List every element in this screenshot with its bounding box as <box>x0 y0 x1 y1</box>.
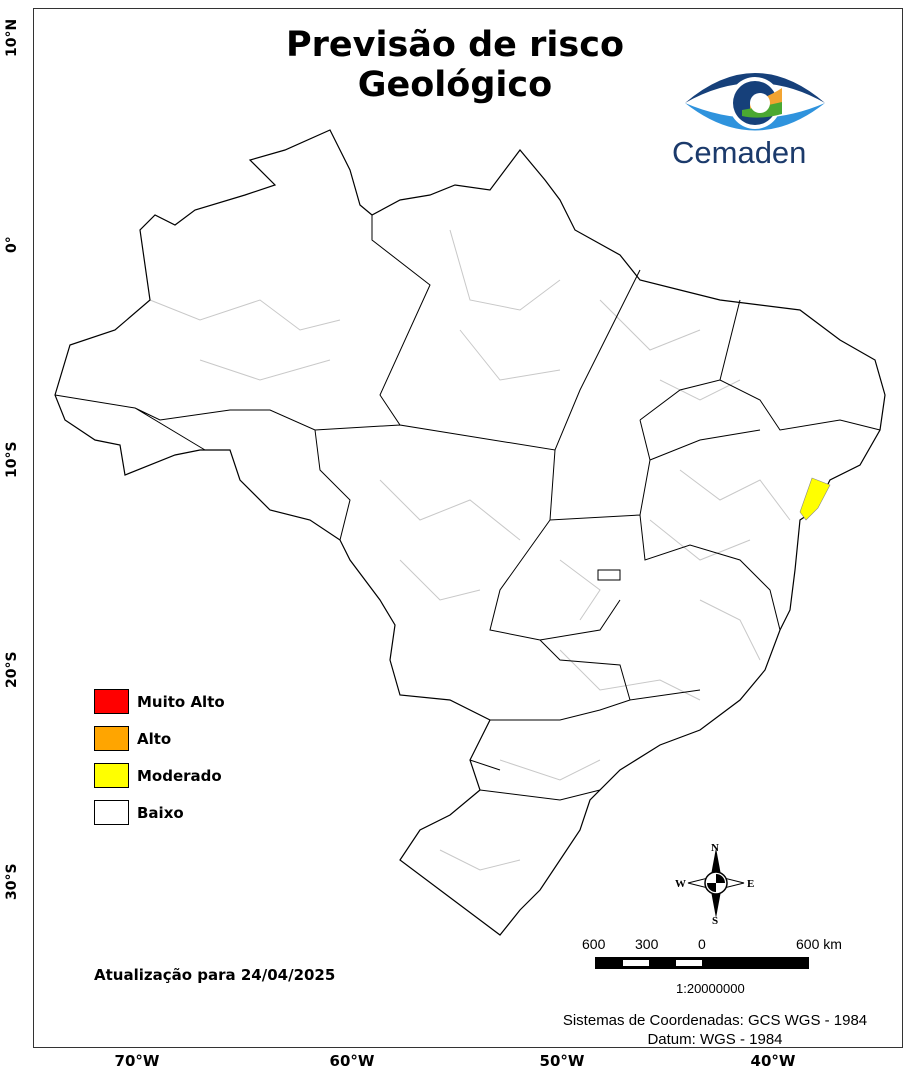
swatch-muito-alto <box>94 689 129 714</box>
swatch-alto <box>94 726 129 751</box>
legend: Muito Alto Alto Moderado Baixo <box>94 683 225 831</box>
legend-item-alto: Alto <box>94 720 225 757</box>
state-boundaries <box>54 215 881 801</box>
scale-ratio: 1:20000000 <box>676 981 745 996</box>
scale-label: 600 <box>582 936 606 952</box>
y-tick: 20°S <box>4 651 20 688</box>
swatch-moderado <box>94 763 129 788</box>
legend-item-moderado: Moderado <box>94 757 225 794</box>
compass-s: S <box>712 915 719 927</box>
legend-label: Muito Alto <box>137 692 225 711</box>
legend-label: Baixo <box>137 803 184 822</box>
scale-label: 600 km <box>796 936 842 952</box>
crs-line: Sistemas de Coordenadas: GCS WGS - 1984 <box>562 1012 868 1029</box>
cemaden-logo-icon <box>685 73 825 131</box>
legend-label: Alto <box>137 729 172 748</box>
logo-text: Cemaden <box>672 135 807 170</box>
title-line-1: Previsão de risco <box>285 25 624 65</box>
brazil-outline <box>54 129 886 936</box>
scale-label: 0 <box>698 936 706 952</box>
scale-bar <box>595 957 809 969</box>
compass-n: N <box>711 842 719 854</box>
compass-rose <box>687 848 745 918</box>
y-tick: 10°N <box>4 18 20 57</box>
y-tick: 30°S <box>4 863 20 900</box>
x-tick: 40°W <box>750 1052 796 1070</box>
swatch-baixo <box>94 800 129 825</box>
coordinate-system: Sistemas de Coordenadas: GCS WGS - 1984 … <box>536 1011 894 1049</box>
x-tick: 60°W <box>329 1052 375 1070</box>
risk-area-moderado <box>799 477 831 521</box>
x-tick: 50°W <box>539 1052 585 1070</box>
scale-label: 300 <box>635 936 659 952</box>
title-line-2: Geológico <box>357 65 553 105</box>
compass-w: W <box>675 878 686 890</box>
legend-label: Moderado <box>137 766 222 785</box>
map-frame <box>33 8 903 1048</box>
municipal-boundaries <box>149 229 791 871</box>
compass-e: E <box>747 878 755 890</box>
map-title: Previsão de risco Geológico <box>250 25 660 105</box>
legend-item-muito-alto: Muito Alto <box>94 683 225 720</box>
legend-item-baixo: Baixo <box>94 794 225 831</box>
y-tick: 10°S <box>4 441 20 478</box>
y-tick: 0° <box>4 236 20 253</box>
update-date: Atualização para 24/04/2025 <box>94 966 336 984</box>
datum-line: Datum: WGS - 1984 <box>647 1031 783 1048</box>
x-tick: 70°W <box>114 1052 160 1070</box>
